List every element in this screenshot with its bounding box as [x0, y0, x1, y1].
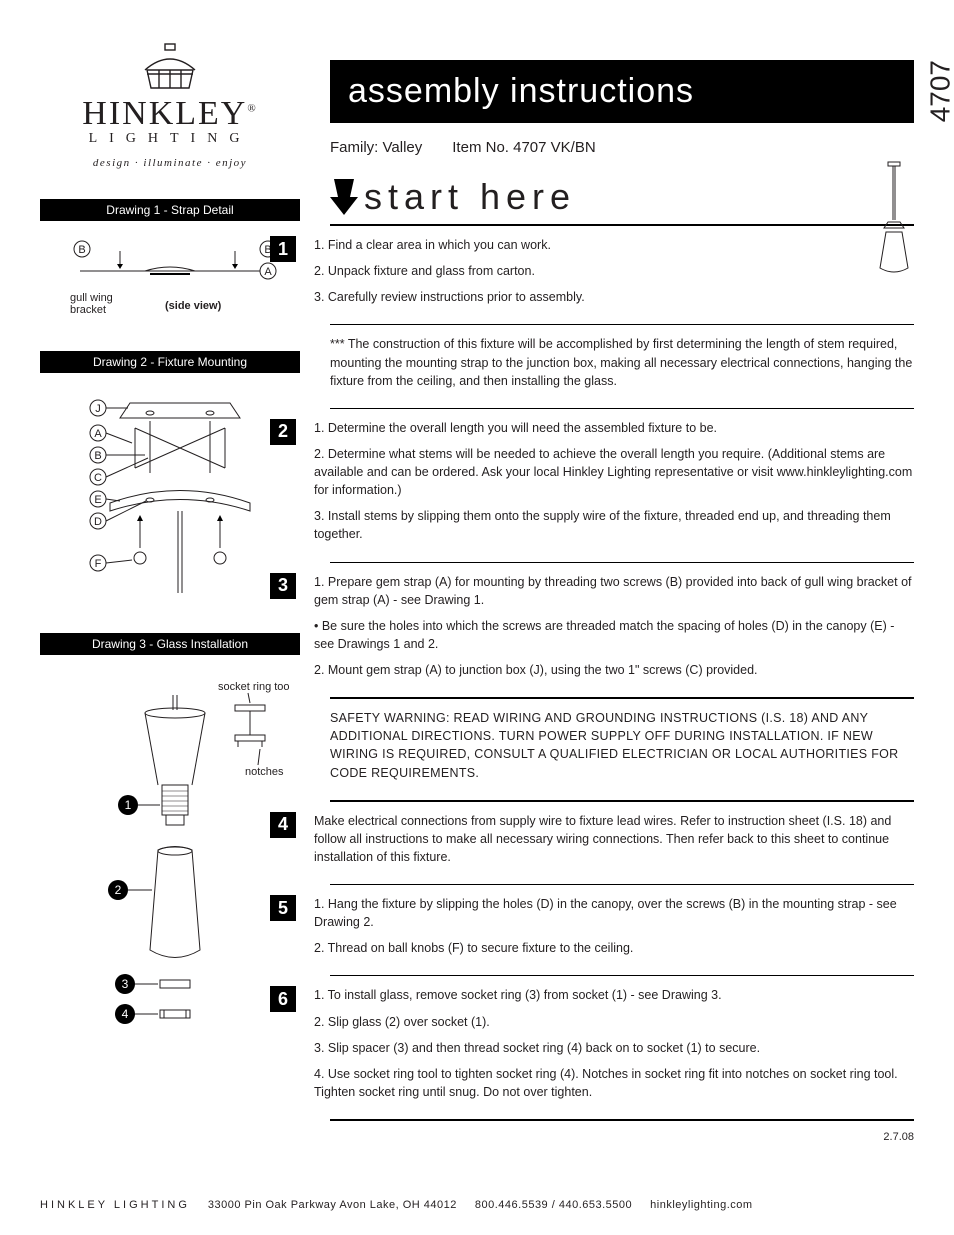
logo-name: HINKLEY® — [40, 95, 300, 133]
gull-wing-label: gull wing — [70, 292, 113, 304]
step-body: 1. Hang the fixture by slipping the hole… — [314, 895, 914, 965]
rule — [330, 408, 914, 409]
item-cell: Item No. 4707 VK/BN — [452, 139, 595, 156]
svg-text:F: F — [95, 558, 102, 570]
step-number: 2 — [270, 419, 296, 445]
step-number: 4 — [270, 812, 296, 838]
footer-address: 33000 Pin Oak Parkway Avon Lake, OH 4401… — [208, 1199, 457, 1211]
step-line: 1. Determine the overall length you will… — [314, 419, 914, 437]
step-number: 1 — [270, 236, 296, 262]
rule — [330, 324, 914, 325]
rule — [330, 884, 914, 885]
page: HINKLEY® LIGHTING design · illuminate · … — [40, 30, 914, 1143]
step-body: 1. Prepare gem strap (A) for mounting by… — [314, 573, 914, 688]
step-2: 2 1. Determine the overall length you wi… — [330, 419, 914, 552]
svg-text:B: B — [94, 450, 101, 462]
step-line: 2. Unpack fixture and glass from carton. — [314, 262, 585, 280]
rule — [330, 975, 914, 976]
step-number: 6 — [270, 986, 296, 1012]
rule — [330, 562, 914, 563]
footer-url: hinkleylighting.com — [650, 1199, 752, 1211]
logo-block: HINKLEY® LIGHTING design · illuminate · … — [40, 40, 300, 169]
logo-subtitle: LIGHTING — [40, 131, 300, 147]
step-line: 2. Slip glass (2) over socket (1). — [314, 1013, 914, 1031]
drawing-1: B B A gull wing bracket (side view) — [40, 231, 300, 321]
footer-company: HINKLEY LIGHTING — [40, 1199, 190, 1211]
step-line: 2. Mount gem strap (A) to junction box (… — [314, 661, 914, 679]
step-line: 2. Determine what stems will be needed t… — [314, 445, 914, 499]
svg-text:D: D — [94, 516, 102, 528]
step-line: 1. Prepare gem strap (A) for mounting by… — [314, 573, 914, 609]
gull-wing-label-2: bracket — [70, 304, 106, 316]
step-5: 5 1. Hang the fixture by slipping the ho… — [330, 895, 914, 965]
tag-A: A — [264, 266, 272, 278]
part-number: 4707 — [924, 60, 954, 122]
step-line: 3. Carefully review instructions prior t… — [314, 288, 585, 306]
drawing-3-title: Drawing 3 - Glass Installation — [40, 633, 300, 655]
logo-reg: ® — [247, 103, 257, 115]
svg-text:A: A — [94, 428, 102, 440]
right-column: 4707 assembly instructions Family: Valle… — [330, 30, 914, 1143]
arrow-down-icon — [330, 179, 358, 215]
logo-icon — [135, 40, 205, 90]
title-bar: assembly instructions — [330, 60, 914, 123]
family-cell: Family: Valley — [330, 139, 422, 156]
step-line: Make electrical connections from supply … — [314, 812, 914, 866]
step-number: 5 — [270, 895, 296, 921]
footer: HINKLEY LIGHTING 33000 Pin Oak Parkway A… — [40, 1199, 914, 1211]
step-body: Make electrical connections from supply … — [314, 812, 914, 874]
svg-text:notches: notches — [245, 766, 284, 778]
svg-text:J: J — [95, 403, 101, 415]
step-line: 4. Use socket ring tool to tighten socke… — [314, 1065, 914, 1101]
rule — [330, 800, 914, 802]
logo-tagline: design · illuminate · enjoy — [40, 157, 300, 169]
step-6: 6 1. To install glass, remove socket rin… — [330, 986, 914, 1109]
drawing-1-title: Drawing 1 - Strap Detail — [40, 199, 300, 221]
svg-text:E: E — [94, 494, 101, 506]
step-body: 1. Determine the overall length you will… — [314, 419, 914, 552]
svg-text:3: 3 — [122, 977, 129, 991]
rule — [330, 697, 914, 699]
svg-text:4: 4 — [122, 1007, 129, 1021]
step-line: 1. To install glass, remove socket ring … — [314, 986, 914, 1004]
svg-text:C: C — [94, 472, 102, 484]
footer-phone: 800.446.5539 / 440.653.5500 — [475, 1199, 632, 1211]
step-line: 2. Thread on ball knobs (F) to secure fi… — [314, 939, 914, 957]
step-body: 1. Find a clear area in which you can wo… — [314, 236, 585, 314]
logo-name-text: HINKLEY — [82, 95, 247, 132]
safety-warning: SAFETY WARNING: READ WIRING AND GROUNDIN… — [330, 709, 914, 782]
svg-text:2: 2 — [115, 883, 122, 897]
construction-note: *** The construction of this fixture wil… — [330, 335, 914, 389]
step-line: 1. Find a clear area in which you can wo… — [314, 236, 585, 254]
item-label: Item No. — [452, 139, 509, 156]
step-1: 1 1. Find a clear area in which you can … — [330, 236, 914, 314]
family-value: Valley — [383, 139, 423, 156]
step-line: 3. Install stems by slipping them onto t… — [314, 507, 914, 543]
step-line: 1. Hang the fixture by slipping the hole… — [314, 895, 914, 931]
drawing-2: J A B C E D F — [40, 383, 300, 603]
item-value: 4707 VK/BN — [513, 139, 596, 156]
svg-text:socket ring tool: socket ring tool — [218, 681, 290, 693]
family-label: Family: — [330, 139, 378, 156]
side-view-label: (side view) — [165, 300, 222, 312]
tag-B: B — [78, 244, 85, 256]
step-number: 3 — [270, 573, 296, 599]
drawing-2-title: Drawing 2 - Fixture Mounting — [40, 351, 300, 373]
step-line: • Be sure the holes into which the screw… — [314, 617, 914, 653]
pendant-icon — [874, 160, 914, 280]
step-3: 3 1. Prepare gem strap (A) for mounting … — [330, 573, 914, 688]
date: 2.7.08 — [330, 1131, 914, 1143]
family-row: Family: Valley Item No. 4707 VK/BN — [330, 139, 914, 156]
step-body: 1. To install glass, remove socket ring … — [314, 986, 914, 1109]
drawing-3: socket ring tool notches — [40, 665, 300, 1045]
left-column: HINKLEY® LIGHTING design · illuminate · … — [40, 30, 300, 1143]
start-here: start here — [330, 176, 914, 218]
svg-text:1: 1 — [125, 798, 132, 812]
step-4: 4 Make electrical connections from suppl… — [330, 812, 914, 874]
rule — [330, 1119, 914, 1121]
step-line: 3. Slip spacer (3) and then thread socke… — [314, 1039, 914, 1057]
rule — [330, 224, 914, 226]
start-here-text: start here — [364, 176, 576, 218]
